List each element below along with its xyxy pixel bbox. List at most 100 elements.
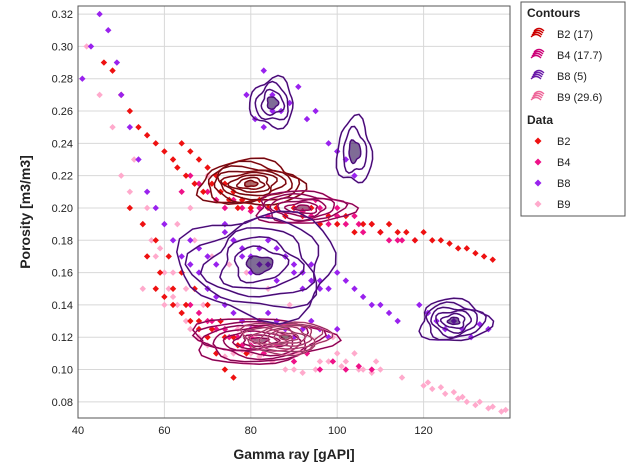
data-point-series-0 xyxy=(174,220,181,228)
legend-contour-swatch xyxy=(530,33,542,38)
contour-layer xyxy=(175,74,495,366)
contour-group-7 xyxy=(418,297,495,342)
data-point-series-2 xyxy=(195,156,203,163)
data-point-series-0 xyxy=(156,245,164,252)
data-point-series-0 xyxy=(187,325,194,333)
data-point-series-3 xyxy=(113,59,121,66)
data-point-series-3 xyxy=(290,261,298,268)
data-point-series-0 xyxy=(161,301,168,309)
contour-ring-edge xyxy=(254,81,289,121)
data-point-series-3 xyxy=(243,91,250,99)
contour-group-5 xyxy=(248,74,294,130)
data-point-series-2 xyxy=(182,172,190,179)
y-axis-ticks: 0.08 0.10 0.12 0.14 0.16 0.18 0.20 0.22 0.24 0.26… xyxy=(52,9,73,409)
data-point-series-3 xyxy=(295,83,302,90)
data-point-series-2 xyxy=(178,140,185,147)
data-point-series-1 xyxy=(178,188,185,196)
data-point-series-2 xyxy=(161,293,168,301)
data-point-series-0 xyxy=(299,369,306,376)
contour-ring-edge xyxy=(440,313,466,329)
data-point-series-3 xyxy=(308,261,315,268)
data-point-series-2 xyxy=(126,204,134,212)
legend-contour-item: B2 (17) xyxy=(530,27,593,41)
legend-data-item: B8 xyxy=(534,178,570,190)
contour-ring-edge xyxy=(234,245,290,284)
data-point-series-2 xyxy=(351,228,358,236)
data-point-series-1 xyxy=(187,172,194,179)
contour-ring-edge xyxy=(277,199,327,218)
data-point-series-3 xyxy=(152,204,159,212)
x-tick-label: 80 xyxy=(245,425,257,437)
legend-contour-swatch xyxy=(531,31,543,36)
legend-contour-item: B4 (17.7) xyxy=(530,48,602,62)
data-point-series-0 xyxy=(459,393,466,401)
data-point-series-1 xyxy=(342,220,350,228)
contour-ring-edge xyxy=(273,332,299,343)
data-point-series-3 xyxy=(273,245,280,252)
data-point-series-2 xyxy=(100,59,108,66)
data-point-series-1 xyxy=(398,237,406,244)
data-point-series-3 xyxy=(325,285,332,292)
data-point-series-3 xyxy=(394,317,401,325)
data-point-series-2 xyxy=(394,228,401,236)
data-point-series-0 xyxy=(312,366,319,373)
data-point-series-2 xyxy=(182,301,190,309)
legend-data-label: B2 xyxy=(557,136,570,148)
data-point-series-0 xyxy=(351,350,358,357)
data-point-series-1 xyxy=(221,204,229,212)
data-point-series-2 xyxy=(472,250,479,257)
data-point-series-3 xyxy=(416,301,423,309)
y-tick-label: 0.28 xyxy=(52,74,73,86)
data-point-series-1 xyxy=(351,212,358,220)
y-tick-label: 0.32 xyxy=(52,9,73,21)
data-point-series-0 xyxy=(182,317,190,325)
contour-ring-edge xyxy=(269,197,335,221)
data-point-series-0 xyxy=(334,350,341,357)
legend-data-title: Data xyxy=(527,113,553,127)
data-point-series-3 xyxy=(161,220,168,228)
data-point-series-2 xyxy=(334,220,341,228)
legend-data-item: B2 xyxy=(534,136,570,148)
data-point-series-0 xyxy=(463,398,470,406)
data-point-series-3 xyxy=(368,301,375,309)
data-point-series-3 xyxy=(230,309,237,317)
data-point-series-2 xyxy=(238,196,246,204)
data-point-series-3 xyxy=(143,188,151,196)
legend-contour-swatch xyxy=(532,50,544,55)
x-tick-label: 40 xyxy=(72,425,84,437)
data-point-series-3 xyxy=(87,43,95,50)
data-point-series-0 xyxy=(286,301,293,309)
data-point-series-0 xyxy=(424,379,432,386)
legend-contour-label: B2 (17) xyxy=(557,29,593,41)
data-point-series-0 xyxy=(165,285,172,292)
data-point-series-2 xyxy=(437,237,445,244)
data-point-series-1 xyxy=(238,204,246,212)
data-point-series-0 xyxy=(338,363,345,370)
y-tick-label: 0.20 xyxy=(52,203,73,215)
data-point-series-2 xyxy=(165,253,172,260)
contour-ring-edge xyxy=(418,297,494,341)
data-point-series-2 xyxy=(377,228,384,236)
data-point-series-1 xyxy=(385,237,393,244)
contour-ring-edge xyxy=(258,326,313,347)
data-point-series-3 xyxy=(308,277,315,284)
legend-contour-swatch xyxy=(531,94,543,99)
data-point-series-0 xyxy=(169,293,177,301)
data-point-series-1 xyxy=(316,366,324,373)
data-point-series-3 xyxy=(213,261,220,268)
contour-ring-edge xyxy=(348,139,361,164)
plot-area xyxy=(77,5,511,419)
y-tick-label: 0.14 xyxy=(52,300,73,312)
data-point-series-2 xyxy=(480,253,488,260)
data-point-series-0 xyxy=(130,156,138,163)
data-point-series-0 xyxy=(174,301,181,309)
data-point-series-0 xyxy=(143,204,151,212)
data-point-series-2 xyxy=(264,204,272,212)
data-point-series-2 xyxy=(169,301,177,309)
x-axis-ticks: 40 60 80 100 120 xyxy=(72,425,433,437)
data-point-series-0 xyxy=(191,237,198,244)
contour-ring-edge xyxy=(255,190,359,224)
data-point-series-3 xyxy=(187,261,194,268)
data-point-series-0 xyxy=(152,253,159,260)
data-point-series-1 xyxy=(256,204,263,212)
